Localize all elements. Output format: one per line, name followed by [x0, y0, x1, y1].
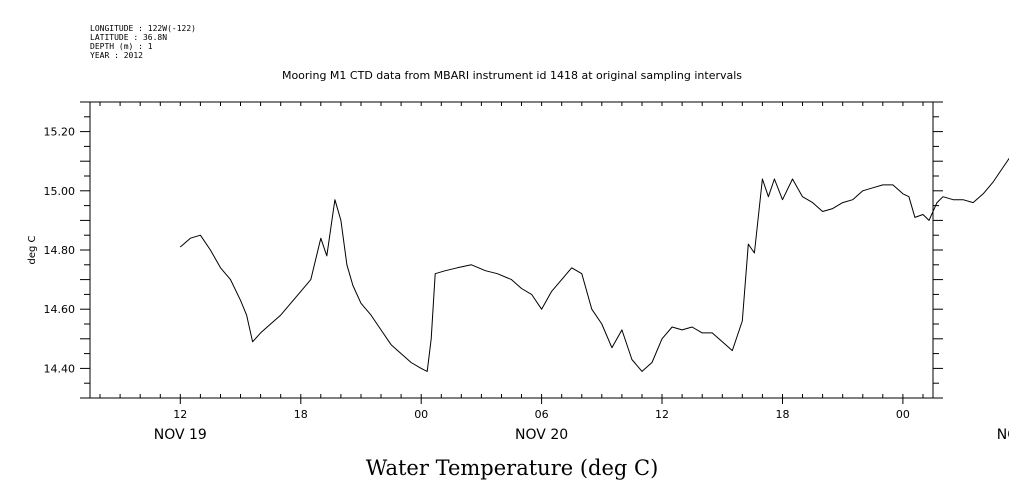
y-tick-label: 14.60: [44, 303, 76, 316]
x-hour-tick-label: 18: [776, 408, 790, 421]
x-hour-tick-label: 12: [173, 408, 187, 421]
x-axis-label: Water Temperature (deg C): [366, 456, 659, 480]
header-info: LONGITUDE : 122W(-122) LATITUDE : 36.8N …: [90, 24, 196, 60]
x-day-label: NOV 21: [997, 427, 1009, 443]
x-hour-tick-label: 00: [414, 408, 428, 421]
series-layer: [179, 157, 1009, 372]
plot-frame: [89, 101, 934, 399]
header-line-depth: DEPTH (m) : 1: [90, 42, 153, 51]
y-tick-label: 14.40: [44, 362, 76, 375]
x-hour-tick-label: 12: [655, 408, 669, 421]
x-hour-tick-label: 06: [535, 408, 549, 421]
y-tick-label: 15.20: [44, 126, 76, 139]
header-line-longitude: LONGITUDE : 122W(-122): [90, 24, 196, 33]
chart-title: Mooring M1 CTD data from MBARI instrumen…: [282, 69, 742, 82]
y-axis-label: deg C: [27, 235, 38, 264]
x-hour-tick-label: 00: [896, 408, 910, 421]
series-line-water-temperature: [179, 157, 1009, 372]
header-line-year: YEAR : 2012: [90, 51, 143, 60]
x-day-label: NOV 19: [154, 427, 207, 443]
x-axis: 1218000612180006121800061218000612180006…: [154, 398, 1009, 443]
y-axis: 15.20 15.00 14.80 14.60 14.40: [44, 101, 943, 399]
y-tick-label: 14.80: [44, 244, 76, 257]
x-minor-ticks: [99, 102, 924, 398]
y-tick-label: 15.00: [44, 185, 76, 198]
x-day-label: NOV 20: [515, 427, 568, 443]
header-line-latitude: LATITUDE : 36.8N: [90, 33, 167, 42]
x-hour-tick-label: 18: [294, 408, 308, 421]
